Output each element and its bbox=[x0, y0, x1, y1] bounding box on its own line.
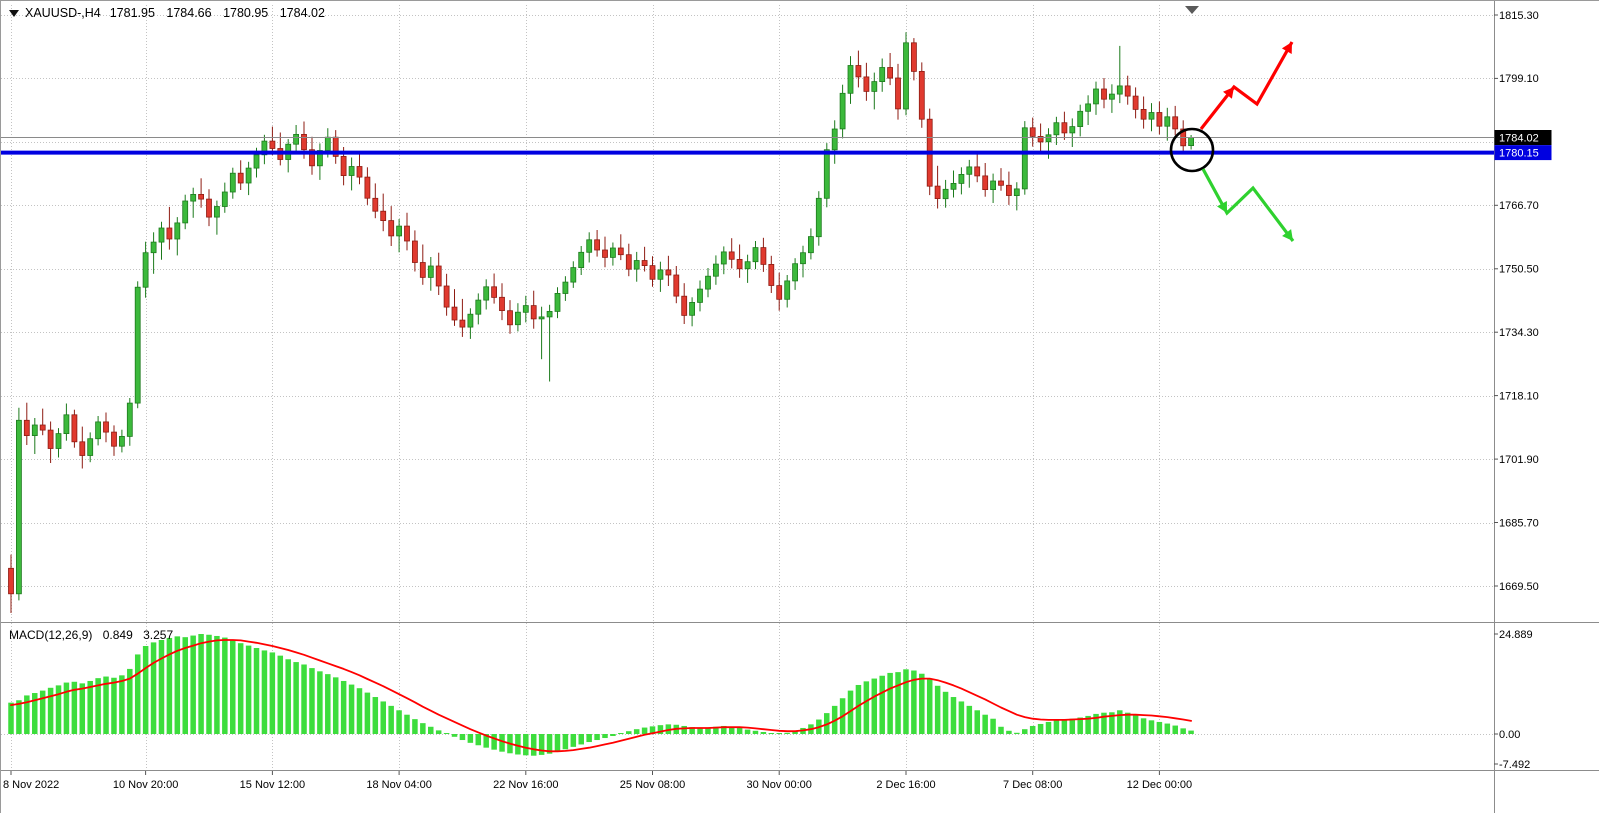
bullish-scenario-arrow[interactable] bbox=[1199, 41, 1294, 130]
annotations bbox=[1169, 6, 1295, 242]
price-axis[interactable]: 1815.30 1799.10 1766.70 1750.50 1734.30 1718.… bbox=[1494, 10, 1552, 771]
support-line-price-tag-text: 1780.15 bbox=[1499, 147, 1539, 159]
macd-name: MACD(12,26,9) bbox=[9, 628, 93, 642]
macd-indicator-label: MACD(12,26,9) 0.849 3.257 bbox=[9, 628, 180, 642]
time-axis-label: 15 Nov 12:00 bbox=[240, 779, 305, 791]
time-axis-label: 7 Dec 08:00 bbox=[1003, 779, 1062, 791]
time-axis-label: 18 Nov 04:00 bbox=[366, 779, 431, 791]
time-axis[interactable]: 8 Nov 2022 10 Nov 20:00 15 Nov 12:00 18 Nov… bbox=[3, 771, 1192, 791]
macd-main-value: 0.849 bbox=[102, 628, 133, 642]
price-axis-label: 1815.30 bbox=[1499, 10, 1539, 22]
price-axis-label: 1766.70 bbox=[1499, 200, 1539, 212]
ohlc-header: XAUUSD-,H4 1781.95 1784.66 1780.95 1784.… bbox=[9, 6, 333, 20]
open-value: 1781.95 bbox=[109, 6, 155, 20]
current-price-tag-text: 1784.02 bbox=[1499, 132, 1539, 144]
time-axis-label: 2 Dec 16:00 bbox=[876, 779, 935, 791]
price-axis-label: 1799.10 bbox=[1499, 73, 1539, 85]
price-axis-label: 1734.30 bbox=[1499, 327, 1539, 339]
arrowhead bbox=[1282, 229, 1293, 241]
macd-scale-label: -7.492 bbox=[1499, 759, 1530, 771]
macd-scale-label: 0.00 bbox=[1499, 729, 1520, 741]
arrowhead bbox=[1223, 87, 1234, 99]
macd-signal-value: 3.257 bbox=[143, 628, 174, 642]
bearish-scenario-arrow[interactable] bbox=[1201, 168, 1295, 242]
high-value: 1784.66 bbox=[166, 6, 212, 20]
price-axis-label: 1718.10 bbox=[1499, 390, 1539, 402]
low-value: 1780.95 bbox=[223, 6, 269, 20]
time-axis-label: 30 Nov 00:00 bbox=[746, 779, 811, 791]
current-price-tag bbox=[1494, 130, 1552, 145]
price-axis-label: 1750.50 bbox=[1499, 264, 1539, 276]
one-click-trading-arrow-icon[interactable] bbox=[9, 9, 19, 17]
price-axis-label: 1685.70 bbox=[1499, 517, 1539, 529]
time-axis-label: 8 Nov 2022 bbox=[3, 779, 59, 791]
time-axis-label: 12 Dec 00:00 bbox=[1127, 779, 1192, 791]
price-axis-label: 1701.90 bbox=[1499, 454, 1539, 466]
arrowhead bbox=[1217, 201, 1227, 213]
time-axis-label: 25 Nov 08:00 bbox=[620, 779, 685, 791]
symbol-timeframe-label: XAUUSD-,H4 bbox=[25, 6, 101, 20]
close-value: 1784.02 bbox=[279, 6, 325, 20]
arrowhead bbox=[1281, 42, 1292, 54]
time-axis-label: 22 Nov 16:00 bbox=[493, 779, 558, 791]
highlight-circle[interactable] bbox=[1169, 127, 1215, 173]
macd-signal-line bbox=[10, 639, 1192, 753]
price-axis-label: 1669.50 bbox=[1499, 581, 1539, 593]
macd-scale-label: 24.889 bbox=[1499, 629, 1533, 641]
time-axis-label: 10 Nov 20:00 bbox=[113, 779, 178, 791]
chart-shift-marker-icon[interactable] bbox=[1185, 6, 1199, 14]
support-line-price-tag bbox=[1494, 145, 1552, 161]
